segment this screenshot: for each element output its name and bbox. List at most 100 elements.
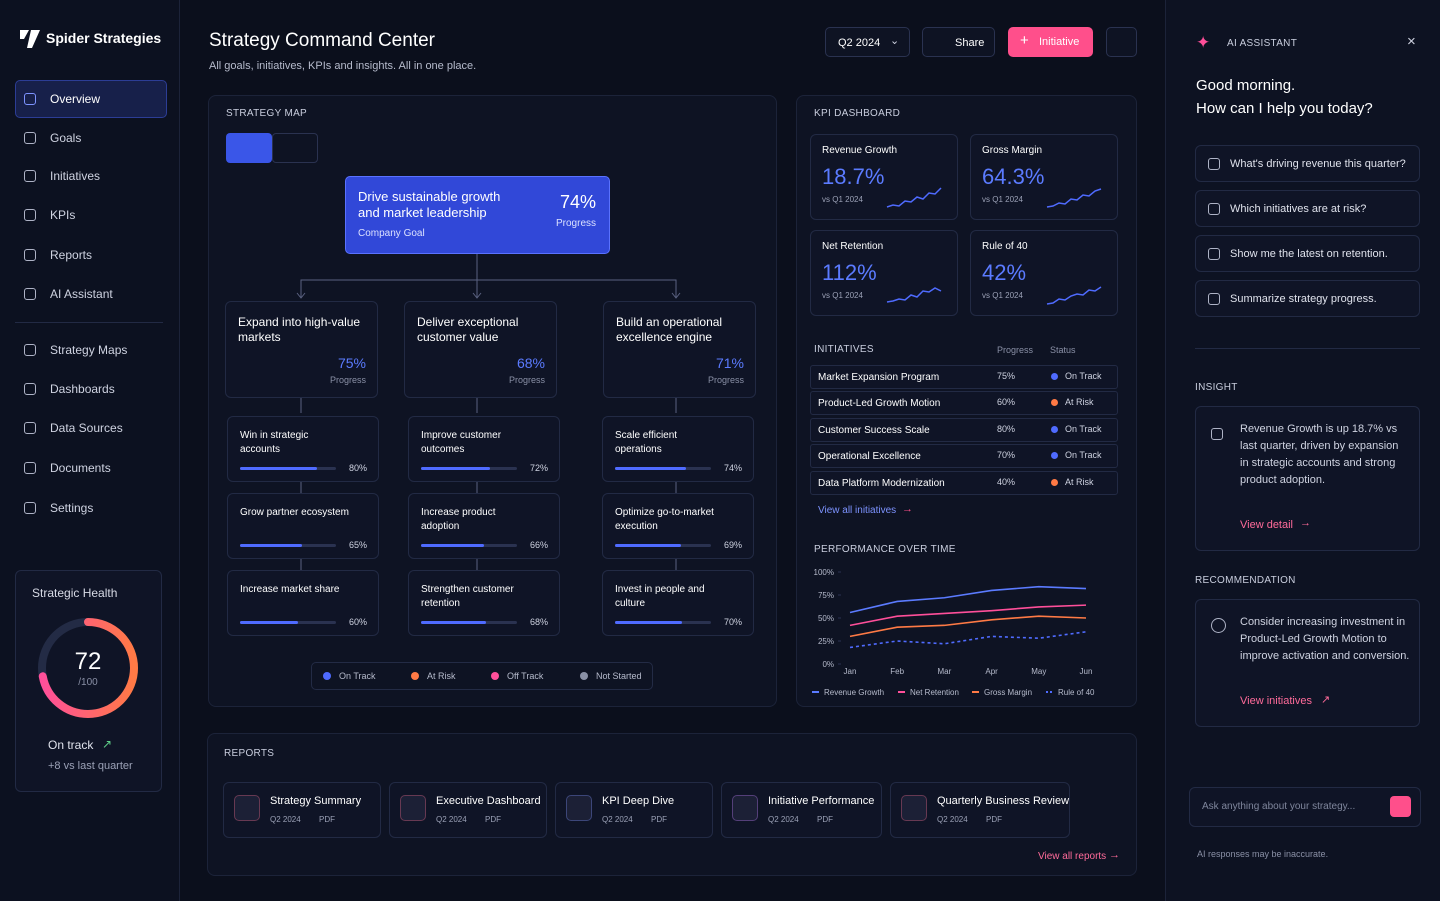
initiative-name: Operational Excellence [818,451,921,463]
initiative-row[interactable] [810,444,1118,469]
period-select[interactable]: Q2 2024 [825,27,910,57]
nav-item[interactable]: Strategy Maps [50,343,128,357]
new-button[interactable]: Initiative [1008,27,1093,57]
initiative-row[interactable] [810,417,1118,442]
sparkline [1046,188,1102,208]
goal-card [345,176,610,254]
col-status: Status [1050,345,1076,355]
view-toggle-map[interactable] [226,133,272,163]
icon [24,344,36,356]
legend-label: Rule of 40 [1058,688,1095,697]
report-name: KPI Deep Dive [602,795,675,807]
recommendation-text: Consider increasing investment in Produc… [1240,616,1410,662]
y-tick-label: 100% [814,568,834,577]
health-status: On track [48,738,94,752]
initiatives-title: INITIATIVES [814,344,874,355]
objective-title: Increase product adoption [421,507,496,532]
filter-button[interactable] [1106,27,1137,57]
icon [24,209,36,221]
initiative-progress: 60% [997,397,1016,408]
report-period: Q2 2024 [436,815,467,824]
pillar-caption: Progress [707,375,744,385]
objective-title: Optimize go-to-market execution [615,507,714,532]
report-icon [400,795,426,821]
nav-item[interactable]: KPIs [50,208,76,222]
nav-item[interactable]: Data Sources [50,421,123,435]
nav-item[interactable]: Overview [50,92,101,106]
chart-title: PERFORMANCE OVER TIME [814,544,956,555]
send-button[interactable] [1390,796,1411,817]
nav-item[interactable]: Settings [50,501,94,515]
objective-title: Improve customer outcomes [421,430,502,455]
chat-input[interactable] [1189,787,1421,827]
objective-card [602,493,754,559]
y-tick-label: 0% [822,660,834,669]
initiative-row[interactable] [810,470,1118,495]
report-icon [566,795,592,821]
assistant-title: AI ASSISTANT [1227,38,1298,49]
initiative-row[interactable] [810,391,1118,416]
close[interactable]: × [1407,33,1416,50]
prompt: How can I help you today? [1196,100,1373,117]
brand: Spider Strategies [46,30,162,46]
nav-item[interactable]: AI Assistant [50,287,113,301]
report-card[interactable] [389,782,547,838]
report-period: Q2 2024 [937,815,968,824]
nav-active[interactable] [15,80,167,118]
suggestion-text: Summarize strategy progress. [1230,293,1377,305]
arrow: → [1300,517,1311,529]
suggestion[interactable] [1195,235,1420,272]
recommendation-card [1195,599,1420,727]
report-card[interactable] [721,782,882,838]
legend-label: At Risk [427,671,456,681]
progress-bar [615,544,682,547]
objective-progress: 74% [723,463,742,473]
sparkline [886,287,942,303]
nav-item[interactable]: Documents [50,461,111,475]
nav-item[interactable]: Dashboards [50,382,115,396]
goal-title: Drive sustainable growth and market lead… [358,189,501,220]
arrow: → [1109,849,1120,861]
objective-card [602,416,754,482]
kpi-card [810,230,958,316]
divider [1195,348,1420,349]
initiative-row[interactable] [810,365,1118,389]
x-tick-label: Jan [844,667,857,676]
suggestion[interactable] [1195,190,1420,227]
nav-item[interactable]: Initiatives [50,169,101,183]
initiative-name: Product-Led Growth Motion [818,398,941,410]
progress-bar [421,544,485,547]
reports-link[interactable]: View all reports [1038,851,1107,862]
pillar-caption: Progress [329,375,366,385]
objective-progress: 68% [529,617,548,627]
kpi-label: KPI DASHBOARD [814,108,901,119]
recommendation-link[interactable]: View initiatives [1240,695,1312,707]
progress-bar [240,544,303,547]
initiatives-link[interactable]: View all initiatives [818,505,897,516]
objective-card [408,493,560,559]
kpi-card [970,230,1118,316]
icon [24,502,36,514]
icon [1208,158,1220,170]
report-format: PDF [986,815,1002,824]
share-button[interactable]: Share [922,27,995,57]
health-title: Strategic Health [32,586,118,600]
trend-icon: ↗ [102,737,113,751]
suggestion[interactable] [1195,145,1420,182]
objective-card [227,570,379,636]
suggestion[interactable] [1195,280,1420,317]
legend-dot [580,672,588,680]
objective-progress: 80% [348,463,367,473]
insight-link[interactable]: View detail [1240,519,1293,531]
insight-card [1195,406,1420,551]
target-icon [1211,618,1226,633]
nav-item[interactable]: Reports [50,248,93,262]
nav-item[interactable]: Goals [50,131,82,145]
icon [24,170,36,182]
view-toggle-list[interactable] [272,133,318,163]
greeting: Good morning. [1196,77,1296,94]
report-period: Q2 2024 [270,815,301,824]
series-line [849,631,1087,649]
initiative-status: At Risk [1065,397,1094,408]
status-dot [1051,399,1058,407]
